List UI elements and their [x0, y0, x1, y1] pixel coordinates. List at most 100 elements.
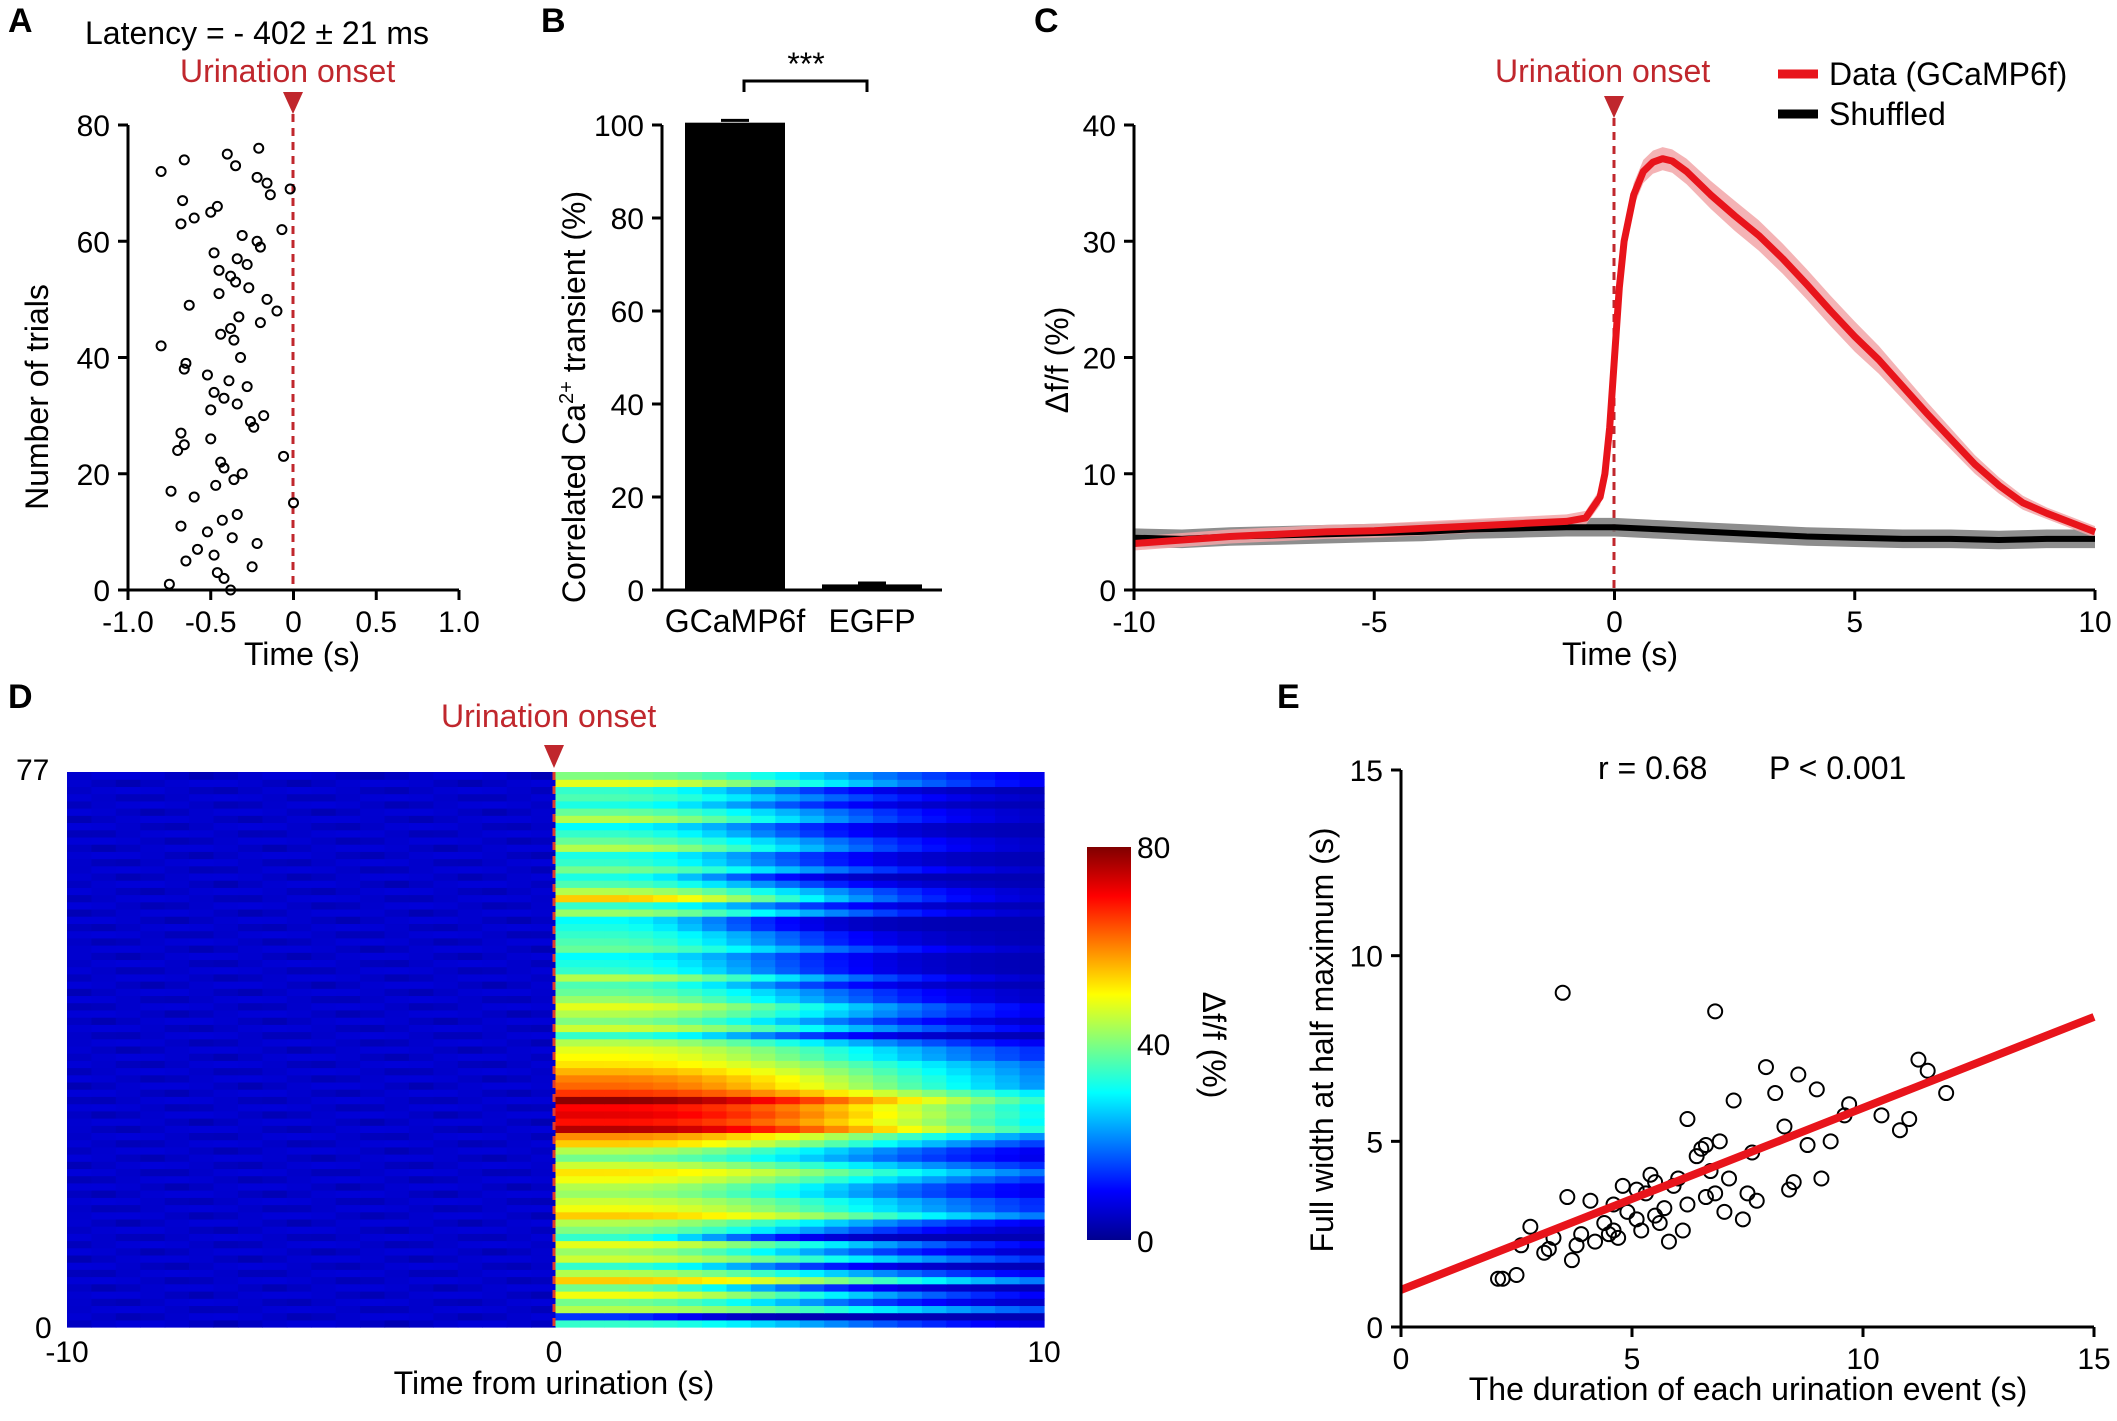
heatmap-cell — [140, 786, 166, 795]
heatmap-cell — [189, 916, 215, 925]
heatmap-cell — [677, 1146, 703, 1155]
heatmap-cell — [848, 1276, 874, 1285]
heatmap-cell — [360, 1017, 386, 1025]
heatmap-cell — [970, 1254, 996, 1263]
heatmap-cell — [946, 786, 972, 795]
heatmap-cell — [262, 1276, 288, 1285]
heatmap-cell — [506, 1190, 532, 1198]
heatmap-cell — [286, 1125, 312, 1134]
heatmap-cell — [213, 1262, 239, 1270]
heatmap-cell — [921, 901, 947, 910]
heatmap-cell — [67, 1175, 92, 1184]
heatmap-cell — [799, 836, 825, 845]
heatmap-cell — [506, 981, 532, 989]
heatmap-cell — [482, 887, 508, 896]
heatmap-cell — [506, 1067, 532, 1076]
heatmap-cell — [604, 808, 630, 816]
heatmap-cell — [164, 1103, 190, 1112]
heatmap-cell — [775, 1103, 801, 1112]
raster-point — [228, 334, 240, 346]
heatmap-cell — [286, 1009, 312, 1018]
heatmap-cell — [238, 858, 263, 867]
heatmap-cell — [921, 1291, 947, 1299]
heatmap-cell — [457, 779, 483, 788]
heatmap-cell — [848, 894, 874, 903]
heatmap-cell — [1019, 1067, 1045, 1076]
heatmap-cell — [457, 1089, 483, 1097]
heatmap-cell — [408, 908, 434, 917]
heatmap-cell — [67, 1161, 92, 1170]
heatmap-cell — [799, 1045, 825, 1054]
heatmap-cell — [946, 836, 972, 845]
heatmap-cell — [995, 858, 1021, 867]
heatmap-cell — [531, 1247, 557, 1256]
heatmap-cell — [628, 1197, 654, 1206]
heatmap-cell — [433, 858, 459, 867]
heatmap-cell — [91, 1024, 117, 1033]
heatmap-cell — [140, 937, 166, 946]
heatmap-cell — [824, 829, 850, 838]
heatmap-cell — [873, 822, 898, 831]
heatmap-cell — [384, 1190, 410, 1198]
heatmap-cell — [653, 973, 679, 982]
heatmap-cell — [824, 1045, 850, 1054]
heatmap-cell — [140, 1218, 166, 1227]
heatmap-cell — [213, 988, 239, 997]
heatmap-cell — [677, 1197, 703, 1206]
heatmap-cell — [115, 1118, 141, 1126]
c-x-tick-label-2: 0 — [1606, 606, 1623, 639]
heatmap-cell — [91, 786, 117, 795]
heatmap-cell — [653, 836, 679, 845]
heatmap-cell — [262, 779, 288, 788]
heatmap-cell — [775, 1161, 801, 1170]
heatmap-cell — [457, 793, 483, 802]
heatmap-cell — [921, 1262, 947, 1270]
heatmap-cell — [921, 1276, 947, 1285]
heatmap-cell — [628, 973, 654, 982]
heatmap-cell — [238, 930, 263, 939]
heatmap-cell — [995, 1060, 1021, 1069]
raster-point — [253, 142, 265, 154]
panel-label-a: A — [8, 2, 33, 40]
heatmap-cell — [91, 908, 117, 917]
raster-point — [248, 421, 260, 433]
heatmap-cell — [946, 1002, 972, 1011]
heatmap-cell — [1019, 1139, 1045, 1148]
heatmap-cell — [457, 1269, 483, 1278]
heatmap-cell — [677, 779, 703, 788]
heatmap-cell — [604, 858, 630, 867]
heatmap-cell — [433, 937, 459, 946]
heatmap-cell — [873, 872, 898, 881]
heatmap-cell — [897, 894, 923, 903]
heatmap-cell — [653, 800, 679, 809]
heatmap-cell — [286, 858, 312, 867]
significance-stars: *** — [787, 46, 824, 82]
heatmap-cell — [555, 1175, 581, 1184]
heatmap-cell — [506, 916, 532, 925]
heatmap-cell — [726, 1218, 752, 1227]
heatmap-cell — [189, 1096, 215, 1105]
heatmap-cell — [213, 1276, 239, 1285]
heatmap-cell — [408, 815, 434, 824]
heatmap-cell — [653, 1247, 679, 1256]
a-y-tick-label-4: 80 — [77, 110, 110, 143]
heatmap-cell — [873, 916, 898, 925]
heatmap-cell — [189, 1118, 215, 1126]
heatmap-cell — [555, 988, 581, 997]
heatmap-cell — [506, 779, 532, 788]
heatmap-cell — [408, 1226, 434, 1234]
heatmap-cell — [531, 772, 557, 780]
heatmap-cell — [506, 937, 532, 946]
heatmap-cell — [311, 880, 337, 888]
heatmap-cell — [604, 959, 630, 968]
heatmap-cell — [360, 1060, 386, 1069]
heatmap-cell — [531, 858, 557, 867]
heatmap-cell — [775, 1247, 801, 1256]
heatmap-cell — [311, 1053, 337, 1061]
heatmap-cell — [286, 1190, 312, 1198]
heatmap-cell — [653, 1132, 679, 1141]
heatmap-cell — [702, 1060, 728, 1069]
heatmap-cell — [506, 808, 532, 816]
raster-point — [284, 183, 296, 195]
heatmap-cell — [555, 1074, 581, 1083]
